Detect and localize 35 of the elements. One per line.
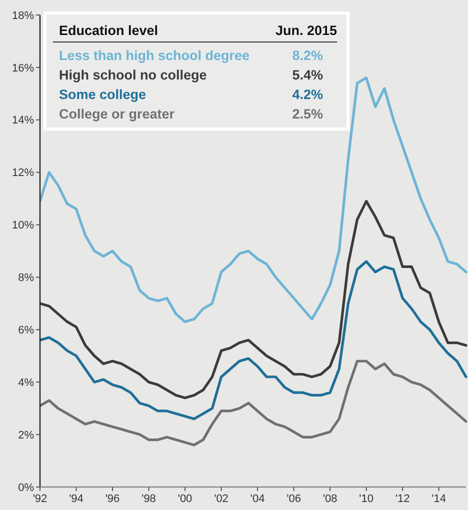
line-series [40,360,468,446]
x-tick-label: '08 [322,493,338,505]
y-tick-label: 2% [18,429,34,442]
annotation: 2.5% [292,106,323,122]
y-tick-label: 18% [12,10,34,22]
x-tick-label: '10 [359,493,374,505]
line-series [40,200,468,400]
x-tick-label: '92 [32,493,48,505]
x-tick-label: '94 [69,493,84,505]
annotation: Jun. 2015 [275,23,338,38]
y-tick-label: 0% [18,482,34,494]
text: College or greater [59,106,176,122]
x-tick-label: '98 [142,493,156,505]
text: Less than high school degree [59,48,250,63]
text: High school no college [59,68,208,82]
y-tick-label: 16% [12,62,34,74]
y-tick-label: 4% [18,376,34,389]
text: Some college [59,87,147,102]
annotation: 4.2% [292,87,323,102]
y-tick-label: 6% [18,324,34,337]
legend-title: Education level [59,23,158,38]
annotation: 8.2% [292,48,323,63]
y-tick-label: 8% [18,272,34,284]
x-tick-label: '00 [178,493,192,505]
annotation: 5.4% [292,68,323,82]
x-tick-label: '14 [432,493,446,505]
x-tick-label: '02 [214,493,228,505]
line-series [40,260,468,420]
x-tick-label: '04 [250,493,265,505]
y-tick-label: 10% [12,220,34,232]
x-tick-label: '06 [286,493,301,505]
y-tick-label: 12% [12,167,34,180]
y-tick-label: 14% [12,114,34,127]
x-tick-label: '12 [395,493,410,505]
x-tick-label: '96 [105,493,120,505]
